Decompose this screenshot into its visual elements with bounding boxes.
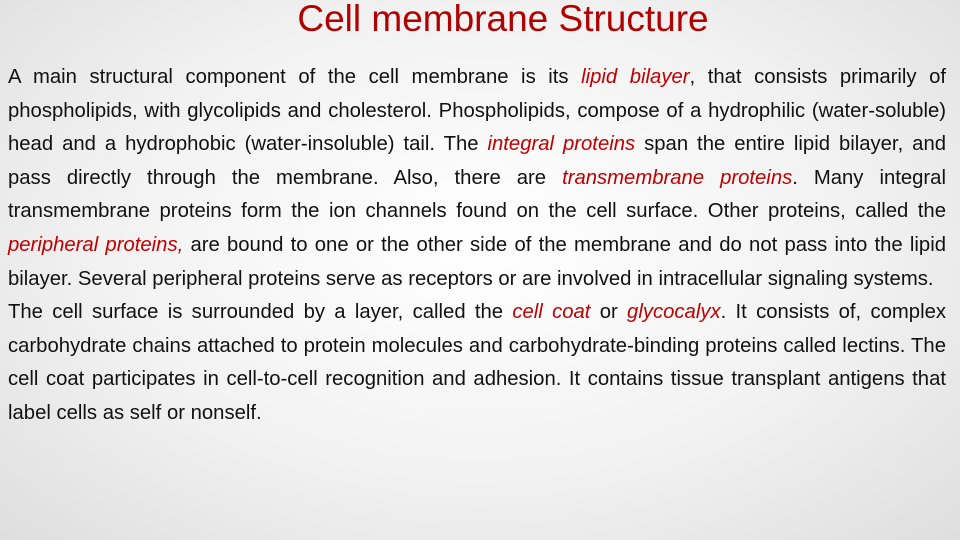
text-run: are bound to one or the other side of th… (8, 233, 946, 290)
text-run: The cell surface is surrounded by a laye… (8, 301, 513, 324)
paragraph: The cell surface is surrounded by a laye… (8, 296, 946, 430)
text-run: A main structural component of the cell … (8, 66, 582, 88)
text-run: , that consists primarily of phospholipi… (8, 66, 946, 156)
text-run: span the entire lipid bilayer, and pass … (8, 133, 947, 189)
key-term: peripheral proteins, (8, 233, 184, 256)
key-term: lipid bilayer (581, 66, 690, 88)
slide-body: A main structural component of the cell … (8, 61, 946, 431)
text-run: . Many integral transmembrane proteins f… (8, 166, 946, 223)
key-term: integral proteins (487, 133, 636, 156)
key-term: transmembrane proteins (562, 166, 793, 189)
text-run: or (590, 301, 628, 324)
key-term: glycocalyx (627, 301, 721, 324)
slide-title: Cell membrane Structure (297, 0, 709, 39)
text-run: . It consists of, complex carbohydrate c… (8, 301, 946, 424)
paragraph: A main structural component of the cell … (8, 61, 946, 296)
key-term: cell coat (512, 301, 591, 324)
